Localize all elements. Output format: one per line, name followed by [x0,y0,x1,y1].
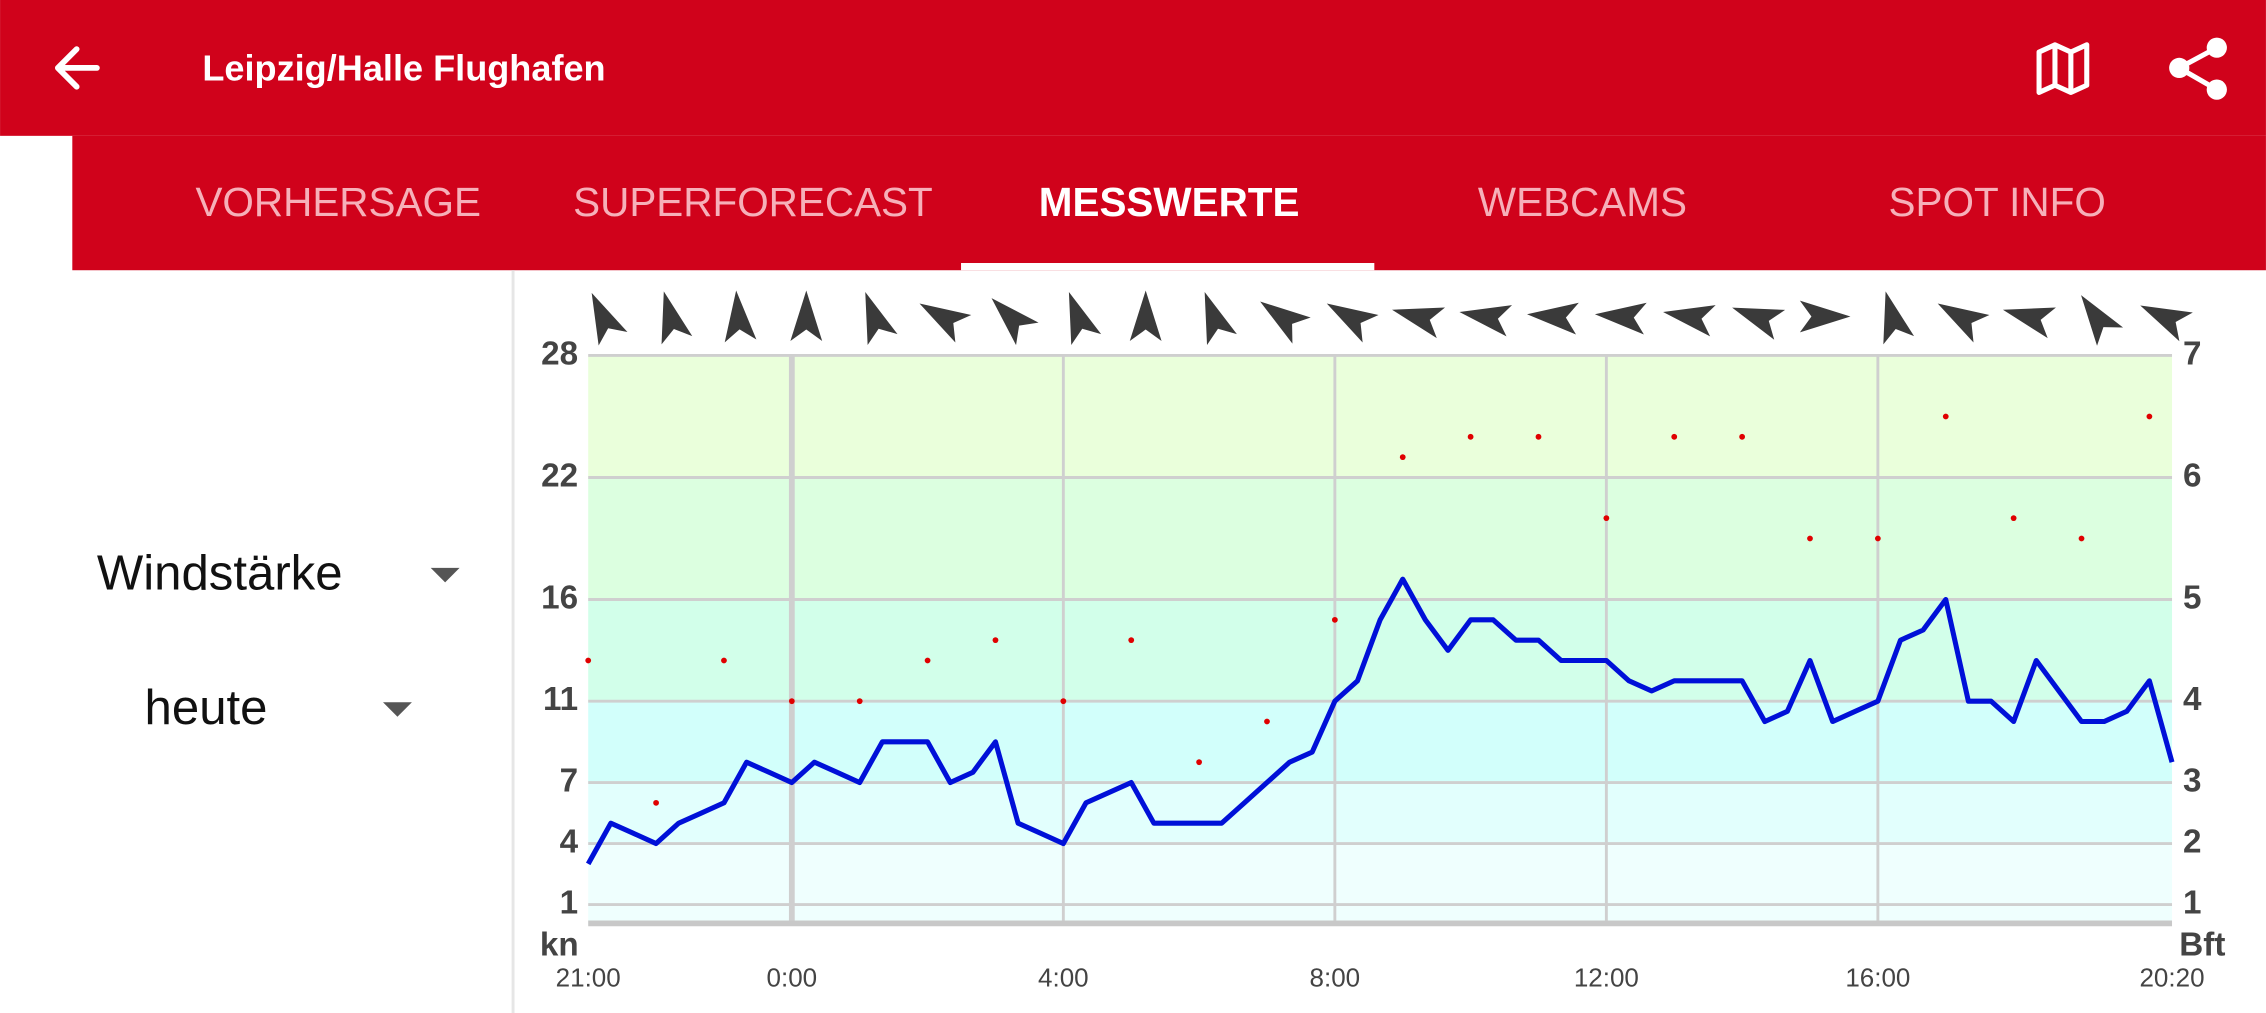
gust-dot [653,799,659,806]
parameter-dropdown[interactable]: Windstärke [97,547,460,601]
y-tick-label: 11 [543,681,578,718]
wind-arrow [1883,291,1915,345]
map-button[interactable] [2036,42,2090,96]
wind-arrow [1663,305,1716,337]
gust-dot [2010,515,2017,522]
x-tick-label: 8:00 [1310,963,1361,993]
zone-band [588,782,2173,844]
wind-arrow [919,303,972,343]
gust-dot [788,698,795,705]
y-tick-label: 4 [560,823,579,860]
gust-dot [1128,637,1135,644]
wind-arrow [1527,302,1579,335]
screen-title: Leipzig/Halle Flughafen [202,47,605,88]
x-tick-label: 12:00 [1574,963,1639,993]
y2-tick-label: 5 [2183,579,2201,616]
share-button[interactable] [2169,37,2227,100]
x-tick-label: 4:00 [1038,963,1089,993]
gust-dot [585,657,592,664]
tabs: VORHERSAGE SUPERFORECAST MESSWERTE WEBCAMS S… [195,179,2105,225]
zone-band [588,904,2173,925]
period-dropdown[interactable]: heute [145,681,412,735]
tab[interactable]: SPOT INFO [1889,179,2106,225]
active-tab-indicator [961,263,1375,271]
y2-tick-label: 1 [2183,884,2201,921]
y2-tick-label: 3 [2183,762,2201,799]
wind-line [585,576,2175,866]
gust-dot [1331,616,1338,623]
gust-dot [1942,413,1949,420]
wind-arrow [1732,307,1786,340]
wind-arrow [1799,300,1851,333]
y-tick-label: 1 [560,884,578,921]
gust-dot [1874,535,1881,542]
wind-arrow [790,290,823,342]
wind-arrow [661,291,693,345]
wind-arrow [1326,303,1379,343]
gust-dot [924,657,931,664]
zone-band [588,355,2173,478]
x-tick-label: 16:00 [1845,963,1910,993]
wind-arrow [1937,303,1990,343]
zone-band [588,701,2173,783]
wind-arrow [1129,290,1162,342]
wind-arrow [1594,302,1647,335]
tab[interactable]: MESSWERTE [1039,179,1300,225]
gust-dot [2146,413,2153,420]
wind-arrow [1068,292,1102,345]
gust-dot [1467,433,1474,440]
dropdown-caret [430,567,460,583]
gust-dot [1603,515,1610,522]
wind-arrow [724,290,757,343]
x-tick-label: 0:00 [767,963,818,993]
zone-band [588,843,2173,905]
x-tick-label: 21:00 [556,963,621,993]
zone-band [588,477,2173,600]
tab[interactable]: SUPERFORECAST [573,179,933,225]
back-button[interactable] [54,46,100,90]
y2-tick-label: 7 [2183,335,2201,372]
wind-arrow [591,292,628,346]
y-tick-label: 16 [541,579,578,616]
dropdown-label: Windstärke [97,547,343,601]
dropdown-caret [383,702,412,717]
tab-bar [72,135,2266,271]
x-tick-label: 20:20 [2139,963,2204,993]
gust-dot [721,657,727,664]
gust-dot [1807,535,1813,542]
gust-dot [1671,433,1678,440]
dropdown-label: heute [145,681,268,735]
chart: 1 4 7 11 16 22 28 1 2 3 4 5 6 7 21:00 0:00 4:00 8:00 12:00… [540,290,2225,993]
y-tick-label: 28 [541,335,578,372]
y-tick-label: 22 [541,457,578,494]
wind-arrow [865,292,898,345]
gust-dot [1060,698,1067,705]
gust-dot [1196,759,1202,766]
gust-dot [856,698,863,705]
gust-dot [1535,433,1542,440]
gust-dot [992,637,999,644]
app-bar [0,0,2266,136]
y-axis-label: kn [540,926,579,963]
wind-arrow [2002,307,2056,339]
gust-dot [1739,433,1746,440]
gust-dot [2078,535,2085,542]
wind-arrow [2081,295,2124,346]
wind-arrow [1204,292,1237,345]
gust-dot [1264,718,1270,725]
y2-tick-label: 6 [2183,457,2201,494]
y2-tick-label: 2 [2183,823,2201,860]
wind-arrow [991,298,1039,346]
y-tick-label: 7 [560,762,578,799]
tab[interactable]: WEBCAMS [1478,179,1687,225]
wind-arrow [2140,305,2193,342]
gust-dot [1399,454,1406,461]
wind-arrow [1459,305,1513,337]
y2-axis-label: Bft [2179,926,2225,963]
wind-arrow [1392,307,1446,339]
wind-arrow [1260,301,1311,344]
y2-tick-label: 4 [2183,681,2202,718]
tab[interactable]: VORHERSAGE [195,179,480,225]
